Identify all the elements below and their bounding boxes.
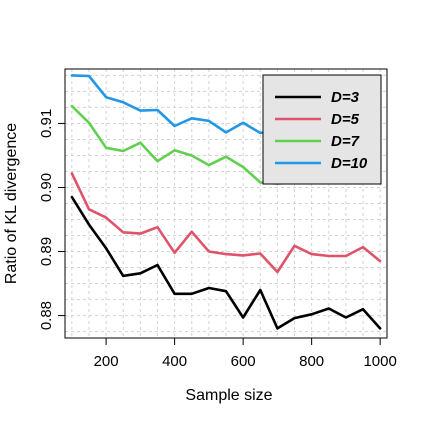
x-axis: 200 400 600 800 1000 [94,338,397,370]
x-tick-label: 400 [162,353,187,370]
legend: D=3 D=5 D=7 D=10 [262,74,382,185]
plot-frame [64,68,388,339]
y-tick-label: 0.88 [38,301,55,330]
series-line-d-5 [70,172,382,274]
y-tick-label: 0.90 [38,173,55,202]
legend-label: D=5 [331,111,360,128]
x-axis-title: Sample size [185,387,272,404]
legend-label: D=3 [331,89,360,106]
y-axis-title: Ratio of KL divergence [3,123,20,284]
x-tick-label: 200 [94,353,119,370]
x-tick-label: 800 [299,353,324,370]
grid [65,69,387,338]
y-axis: 0.88 0.89 0.90 0.91 [38,109,65,330]
legend-label: D=7 [331,133,360,150]
series-line-d-3 [70,195,382,330]
x-tick-label: 600 [231,353,256,370]
y-tick-label: 0.91 [38,109,55,138]
y-tick-label: 0.89 [38,237,55,266]
legend-label: D=10 [331,155,368,172]
x-tick-label: 1000 [363,353,396,370]
legend-box [262,74,382,185]
